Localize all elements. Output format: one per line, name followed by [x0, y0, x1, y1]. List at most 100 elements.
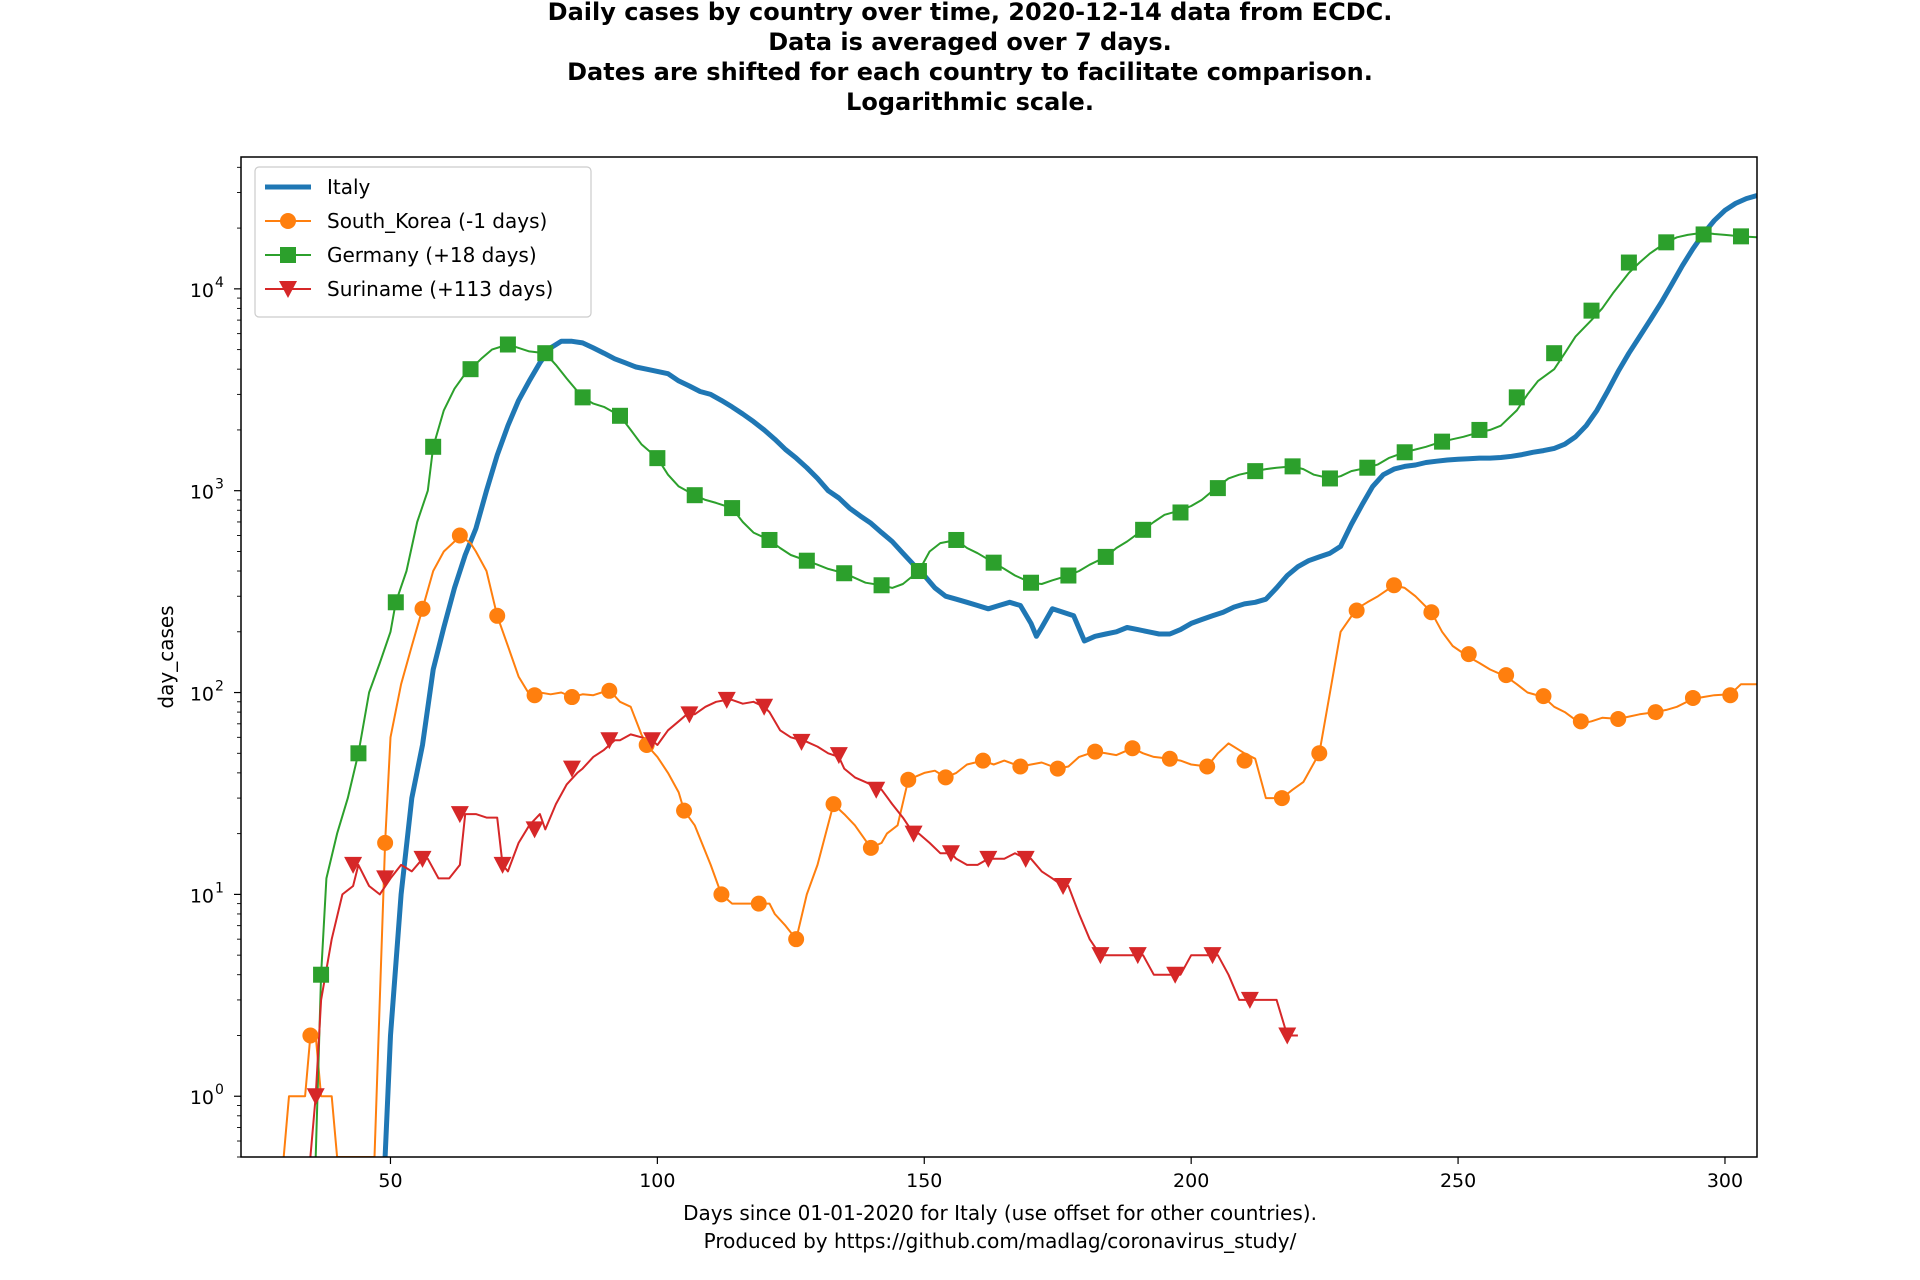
series-line-south-korea [282, 534, 1757, 1157]
data-point-germany [1060, 567, 1077, 584]
legend-label-italy: Italy [327, 175, 371, 199]
y-tick-exponent: 2 [215, 679, 224, 695]
data-point-south-korea [825, 796, 842, 813]
data-point-south-korea [1012, 758, 1029, 775]
data-point-south-korea [601, 682, 618, 699]
data-point-germany [1583, 302, 1600, 319]
data-point-germany [836, 565, 853, 582]
data-point-south-korea [377, 834, 394, 851]
legend: Italy South_Korea (-1 days) Germany (+18 d… [254, 166, 592, 318]
data-point-suriname [941, 845, 960, 863]
data-point-suriname [344, 856, 363, 874]
y-tick-exponent: 3 [215, 477, 224, 493]
legend-label-suriname: Suriname (+113 days) [327, 277, 553, 301]
series-line-italy [382, 193, 1757, 1157]
y-tick-label: 10 [190, 885, 214, 907]
data-point-germany [873, 577, 890, 594]
data-point-south-korea [1273, 790, 1290, 807]
data-point-suriname [1128, 947, 1147, 965]
y-tick-label: 10 [190, 684, 214, 706]
data-point-germany [425, 438, 442, 455]
y-tick-exponent: 0 [215, 1082, 224, 1098]
data-point-germany [910, 563, 927, 580]
data-point-suriname [1203, 947, 1222, 965]
legend-marker-suriname [279, 281, 297, 298]
data-point-suriname [867, 781, 886, 799]
data-point-germany [499, 336, 516, 353]
data-point-suriname [376, 870, 395, 888]
title-line-1: Daily cases by country over time, 2020-1… [548, 0, 1393, 26]
data-point-germany [1695, 226, 1712, 243]
data-point-suriname [979, 850, 998, 868]
legend-label-germany: Germany (+18 days) [327, 243, 537, 267]
chart-title: Daily cases by country over time, 2020-1… [548, 0, 1393, 116]
data-point-germany [1658, 234, 1675, 251]
data-point-suriname [717, 691, 736, 709]
data-point-south-korea [1311, 745, 1328, 762]
data-point-suriname [306, 1088, 325, 1106]
data-point-germany [1172, 504, 1189, 521]
data-point-germany [1620, 254, 1637, 271]
data-point-germany [1508, 389, 1525, 406]
x-tick-label: 200 [1173, 1170, 1209, 1192]
data-point-suriname [562, 760, 581, 778]
data-point-germany [1284, 458, 1301, 475]
data-point-suriname [413, 850, 432, 868]
data-point-south-korea [1049, 760, 1066, 777]
data-point-south-korea [937, 769, 954, 786]
title-line-3: Dates are shifted for each country to fa… [567, 58, 1373, 86]
legend-box [254, 166, 592, 318]
x-tick-label: 150 [906, 1170, 942, 1192]
data-point-suriname [829, 747, 848, 765]
data-point-suriname [493, 856, 512, 874]
legend-label-south-korea: South_Korea (-1 days) [327, 209, 547, 233]
data-point-south-korea [862, 839, 879, 856]
data-point-south-korea [1124, 740, 1141, 757]
x-tick-label: 250 [1440, 1170, 1476, 1192]
data-point-germany [798, 552, 815, 569]
y-tick-label: 10 [190, 280, 214, 302]
data-point-south-korea [1087, 743, 1104, 760]
data-point-south-korea [302, 1027, 319, 1044]
data-point-germany [761, 531, 778, 548]
title-line-4: Logarithmic scale. [846, 88, 1094, 116]
data-point-germany [537, 345, 554, 362]
data-point-suriname [525, 821, 544, 839]
data-point-germany [1546, 345, 1563, 362]
data-point-south-korea [1423, 604, 1440, 621]
data-point-germany [1135, 521, 1152, 538]
legend-marker-germany [280, 247, 296, 263]
data-point-germany [1209, 480, 1226, 497]
data-point-suriname [1278, 1027, 1297, 1045]
x-axis-label: Days since 01-01-2020 for Italy (use off… [683, 1201, 1317, 1225]
data-point-suriname [1166, 966, 1185, 984]
data-point-south-korea [1199, 758, 1216, 775]
data-point-suriname [1016, 850, 1035, 868]
data-point-germany [1359, 459, 1376, 476]
data-point-south-korea [526, 687, 543, 704]
data-point-suriname [1054, 878, 1073, 896]
data-point-south-korea [563, 689, 580, 706]
data-point-south-korea [1498, 667, 1515, 684]
data-point-germany [1434, 433, 1451, 450]
data-point-south-korea [788, 931, 805, 948]
data-point-south-korea [1722, 687, 1739, 704]
data-point-suriname [755, 698, 774, 716]
data-point-germany [350, 745, 367, 762]
data-point-south-korea [676, 802, 693, 819]
data-point-south-korea [1161, 750, 1178, 767]
data-point-south-korea [1460, 646, 1477, 663]
data-point-germany [686, 487, 703, 504]
title-line-2: Data is averaged over 7 days. [768, 28, 1172, 56]
x-tick-label: 50 [378, 1170, 402, 1192]
data-point-germany [1471, 421, 1488, 438]
marker-layer [302, 226, 1749, 1106]
data-point-germany [1097, 548, 1114, 565]
x-axis-credit: Produced by https://github.com/madlag/co… [704, 1229, 1297, 1253]
data-point-germany [1321, 470, 1338, 487]
data-point-south-korea [1684, 689, 1701, 706]
data-point-south-korea [900, 771, 917, 788]
data-point-germany [985, 554, 1002, 571]
